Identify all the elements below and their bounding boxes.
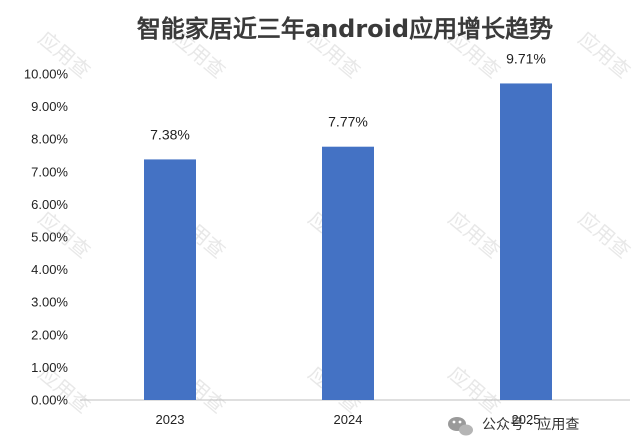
data-label: 9.71% xyxy=(506,50,546,66)
y-tick-label: 2.00% xyxy=(31,327,68,342)
y-tick-label: 1.00% xyxy=(31,360,68,375)
watermark-text: 应用查 xyxy=(444,206,505,263)
watermark-text: 应用查 xyxy=(574,206,635,263)
watermark-text: 应用查 xyxy=(574,26,635,83)
y-tick-label: 6.00% xyxy=(31,197,68,212)
bar xyxy=(322,146,374,400)
bar xyxy=(500,83,552,400)
data-labels: 7.38% 7.77% 9.71% xyxy=(150,50,546,142)
y-tick-label: 9.00% xyxy=(31,99,68,114)
y-axis: 0.00% 1.00% 2.00% 3.00% 4.00% 5.00% 6.00% 7.00%… xyxy=(24,67,69,408)
x-tick-label: 2025 xyxy=(512,412,541,427)
data-label: 7.38% xyxy=(150,126,190,142)
data-label: 7.77% xyxy=(328,114,368,130)
bars xyxy=(144,83,552,400)
y-tick-label: 7.00% xyxy=(31,164,68,179)
y-tick-label: 3.00% xyxy=(31,295,68,310)
chart-title: 智能家居近三年android应用增长趋势 xyxy=(137,15,553,43)
credit: 公众号 · 应用查 xyxy=(448,416,579,436)
bar xyxy=(144,159,196,400)
wechat-icon xyxy=(448,417,473,436)
watermark-text: 应用查 xyxy=(444,361,505,418)
y-tick-label: 0.00% xyxy=(31,393,68,408)
y-tick-label: 4.00% xyxy=(31,262,68,277)
y-tick-label: 10.00% xyxy=(24,67,69,82)
y-tick-label: 8.00% xyxy=(31,132,68,147)
x-tick-label: 2024 xyxy=(334,412,363,427)
x-axis: 2023 2024 2025 xyxy=(156,412,541,427)
x-tick-label: 2023 xyxy=(156,412,185,427)
y-tick-label: 5.00% xyxy=(31,230,68,245)
credit-text: 公众号 · 应用查 xyxy=(482,416,579,433)
